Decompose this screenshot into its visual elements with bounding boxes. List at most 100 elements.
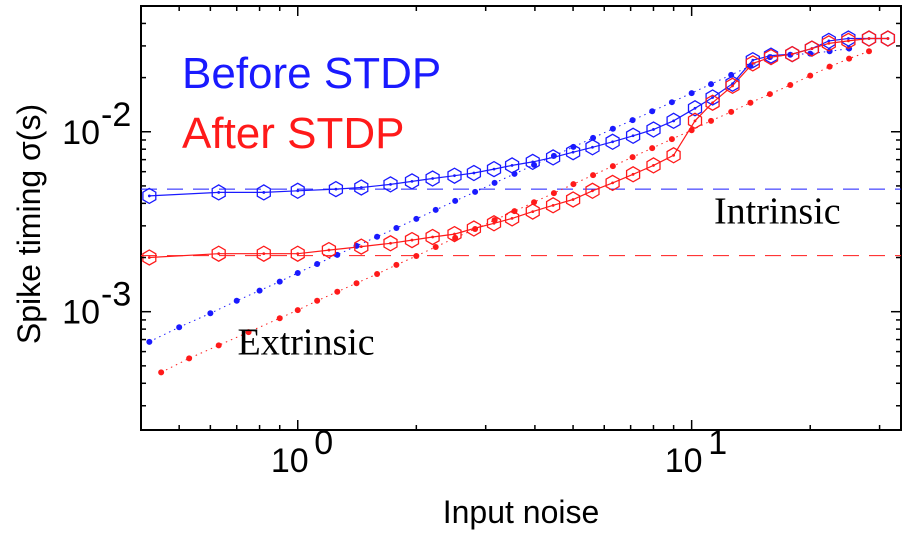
intrinsic-levels — [141, 188, 901, 257]
data-point — [545, 149, 561, 166]
data-point — [649, 145, 656, 152]
data-point — [565, 191, 581, 208]
data-point — [646, 157, 661, 174]
data-point — [711, 101, 714, 105]
data-point — [672, 119, 676, 123]
data-point — [525, 203, 540, 220]
data-point — [531, 161, 538, 168]
data-point — [510, 164, 514, 167]
data-point — [491, 179, 498, 186]
data-point — [652, 128, 655, 131]
data-point — [531, 210, 535, 213]
data-point — [447, 167, 462, 184]
data-point — [211, 245, 226, 262]
data-point — [294, 270, 301, 277]
data-point — [276, 315, 283, 322]
data-point — [207, 310, 214, 317]
data-point — [262, 252, 266, 256]
data-point — [609, 125, 616, 132]
data-point — [452, 197, 459, 204]
data-point — [354, 238, 369, 255]
x-tick-label-exponent: 0 — [314, 424, 333, 462]
data-point — [374, 270, 381, 277]
data-point — [705, 94, 720, 111]
data-point — [711, 96, 714, 99]
data-point — [413, 252, 420, 259]
data-point — [708, 117, 715, 124]
data-point — [334, 187, 338, 191]
data-point — [668, 99, 675, 106]
data-point — [804, 40, 820, 57]
data-point — [256, 287, 263, 294]
data-point — [431, 235, 435, 239]
data-point — [147, 194, 151, 198]
data-point — [668, 136, 675, 143]
data-point — [404, 173, 420, 190]
total-hexagon-markers — [142, 30, 896, 266]
data-point — [688, 90, 695, 97]
data-point — [262, 191, 266, 194]
legend-before-stdp: Before STDP — [182, 49, 441, 98]
data-point — [751, 61, 755, 65]
data-point — [383, 176, 398, 193]
legend: Before STDP After STDP — [182, 49, 441, 158]
data-point — [846, 55, 853, 62]
data-point — [591, 189, 594, 193]
data-point — [328, 180, 344, 198]
data-point — [466, 220, 482, 237]
plot-area — [140, 5, 902, 431]
data-point — [389, 182, 392, 186]
data-point — [354, 179, 369, 196]
data-point — [233, 297, 240, 304]
data-point — [321, 241, 337, 259]
data-point — [425, 170, 440, 187]
data-point — [217, 191, 221, 194]
data-point — [846, 37, 850, 40]
data-point — [826, 63, 833, 70]
data-point — [256, 245, 271, 262]
data-point — [687, 112, 703, 130]
data-point — [296, 252, 300, 256]
data-point — [504, 157, 520, 174]
data-point — [649, 108, 656, 115]
data-point — [747, 99, 754, 106]
data-point — [486, 160, 502, 178]
x-tick-label: 10 — [271, 442, 309, 480]
y-tick-label: 10 — [62, 294, 100, 332]
data-point — [432, 243, 439, 250]
data-point — [763, 48, 779, 66]
data-point — [807, 50, 814, 57]
legend-after-stdp: After STDP — [182, 109, 405, 158]
data-point — [785, 45, 800, 63]
data-point — [142, 187, 157, 205]
data-point — [413, 215, 420, 222]
data-point — [585, 139, 600, 156]
data-point — [290, 245, 305, 262]
extrinsic-dots — [146, 45, 873, 376]
data-point — [294, 307, 301, 314]
data-point — [492, 167, 496, 171]
x-tick-label-exponent: 1 — [708, 424, 727, 462]
data-point — [763, 47, 779, 64]
data-point — [374, 233, 381, 240]
data-point — [389, 241, 392, 245]
data-point — [728, 108, 735, 115]
data-point — [452, 234, 459, 241]
data-point — [410, 238, 414, 242]
data-point — [611, 181, 615, 185]
data-point — [147, 256, 151, 259]
data-point — [846, 39, 850, 43]
data-point — [693, 106, 697, 110]
data-point — [629, 154, 636, 161]
annotation-intrinsic: Intrinsic — [714, 190, 841, 232]
data-point — [215, 342, 222, 349]
data-point — [631, 172, 635, 176]
data-point — [211, 184, 226, 201]
data-point — [585, 182, 600, 200]
data-point — [591, 145, 594, 149]
data-point — [545, 197, 561, 214]
data-point — [353, 280, 360, 287]
data-point — [827, 39, 831, 43]
data-point — [570, 181, 577, 188]
data-point — [472, 188, 479, 195]
